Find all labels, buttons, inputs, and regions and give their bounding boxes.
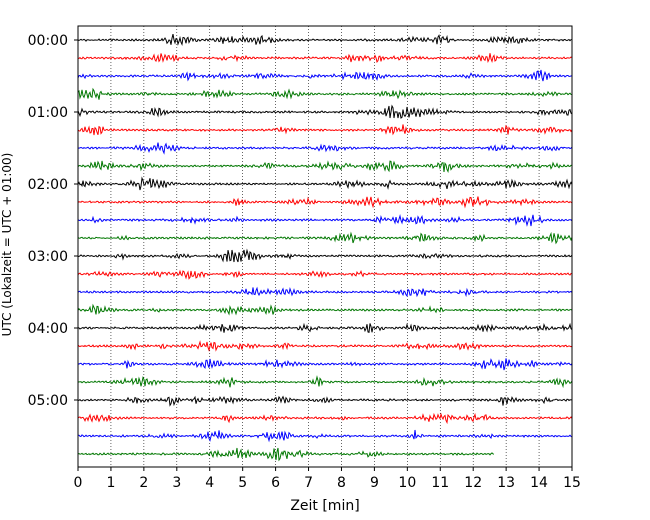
seismogram-trace [77,87,573,100]
x-tick-label: 12 [464,475,482,491]
y-tick-label: 02:00 [28,177,68,193]
seismogram-trace [77,269,573,280]
y-axis-label: UTC (Lokalzeit = UTC + 01:00) [0,153,14,337]
y-tick-label: 00:00 [28,33,68,49]
y-tick-label: 01:00 [28,105,68,121]
seismogram-trace [77,412,573,425]
y-axis-ticks: 00:00 01:00 02:00 03:00 04:00 05:00 [28,33,78,409]
seismogram-trace [77,395,573,407]
x-tick-label: 15 [563,475,581,491]
x-tick-label: 11 [431,475,449,491]
x-tick-label: 5 [238,475,247,491]
seismogram-traces [77,33,573,462]
seismogram-trace [77,213,573,227]
x-tick-label: 13 [497,475,515,491]
x-axis-label: Zeit [min] [290,498,359,514]
x-axis-ticks: 0 1 2 3 4 5 6 7 8 9 10 11 12 13 14 15 [74,467,581,491]
y-tick-label: 05:00 [28,393,68,409]
seismogram-trace [77,196,573,209]
x-tick-label: 4 [205,475,214,491]
seismogram-trace [77,375,573,389]
seismogram-trace [77,176,573,191]
x-tick-label: 8 [337,475,346,491]
seismogram-trace [77,124,573,136]
x-tick-label: 0 [74,475,83,491]
x-tick-label: 7 [304,475,313,491]
seismogram-trace [77,160,573,174]
seismogram-trace [77,286,573,298]
seismogram-trace [77,142,573,155]
x-tick-label: 10 [398,475,416,491]
x-tick-label: 1 [106,475,115,491]
seismogram-trace [77,231,573,245]
seismogram-trace [77,69,573,82]
seismogram-trace [77,429,573,443]
seismogram-trace [77,33,573,47]
seismogram-trace [77,248,573,263]
y-tick-label: 04:00 [28,321,68,337]
plot-frame [77,25,573,468]
seismogram-trace [77,53,573,64]
seismogram-trace [77,340,573,352]
x-tick-label: 14 [530,475,548,491]
y-tick-label: 03:00 [28,249,68,265]
seismogram-trace [77,303,573,316]
seismogram-trace [77,322,573,333]
x-tick-label: 9 [370,475,379,491]
x-tick-label: 2 [139,475,148,491]
seismogram-trace [77,104,573,119]
seismogram-trace [77,447,495,462]
x-tick-label: 6 [271,475,280,491]
x-tick-label: 3 [172,475,181,491]
seismogram-trace [77,358,573,371]
